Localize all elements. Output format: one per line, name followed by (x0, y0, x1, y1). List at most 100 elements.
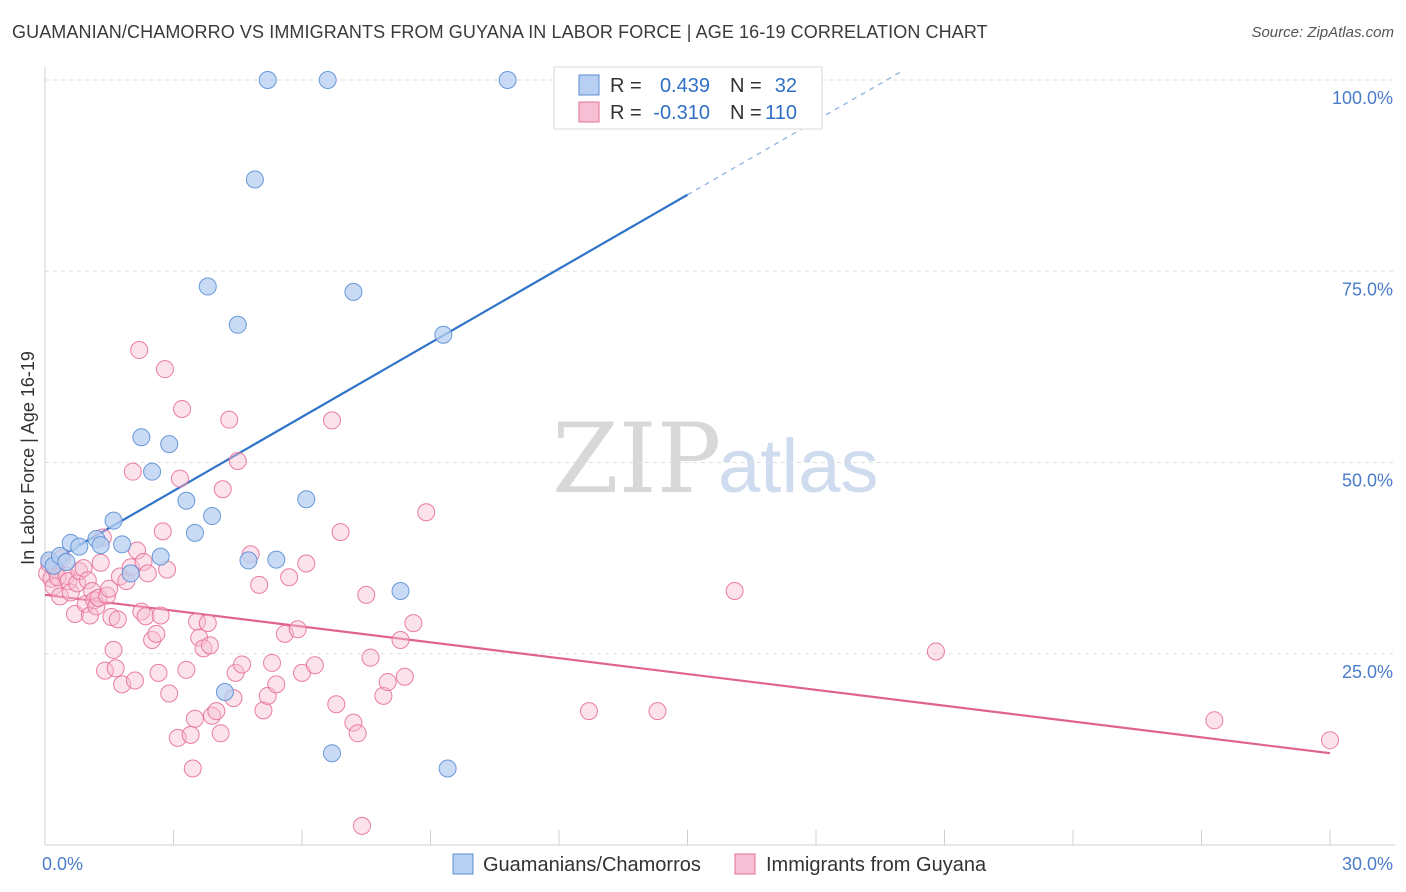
point-guamanian-17 (198, 277, 217, 296)
point-guamanian-9 (113, 535, 132, 554)
legend-label-guamanians: Guamanians/Chamorros (483, 854, 701, 876)
point-guyana-40 (134, 552, 153, 571)
point-guamanian-23 (258, 71, 277, 89)
point-guyana-24 (95, 661, 114, 680)
point-guyana-80 (288, 620, 307, 639)
point-guyana-103 (1321, 731, 1339, 750)
point-guamanian-15 (177, 491, 196, 510)
point-guyana-70 (228, 451, 247, 470)
point-guyana-85 (327, 695, 346, 714)
y-tick-label-0: 25.0% (1342, 662, 1393, 682)
legend-swatch-guamanians (452, 853, 474, 875)
point-guyana-89 (352, 816, 371, 835)
point-guyana-6 (50, 587, 69, 606)
point-guamanian-3 (57, 552, 76, 571)
point-guyana-28 (104, 640, 123, 659)
point-guyana-30 (108, 610, 127, 629)
point-guyana-96 (404, 614, 423, 633)
point-guyana-42 (138, 564, 157, 583)
point-guyana-79 (280, 568, 299, 587)
chart-title: GUAMANIAN/CHAMORRO VS IMMIGRANTS FROM GU… (12, 22, 988, 42)
point-guyana-90 (357, 585, 376, 604)
point-guamanian-29 (391, 582, 410, 601)
point-guamanian-21 (239, 551, 258, 570)
point-guyana-67 (220, 410, 239, 429)
point-guyana-92 (374, 686, 393, 705)
point-guyana-52 (170, 469, 189, 488)
point-guyana-56 (183, 759, 202, 778)
point-guamanian-19 (215, 683, 234, 701)
point-guamanian-28 (344, 282, 363, 301)
point-guyana-14 (74, 559, 93, 578)
point-guyana-95 (395, 667, 414, 686)
stats-legend: R = 0.439 N = 32 R = -0.310 N = 110 (553, 66, 823, 130)
point-guyana-74 (254, 701, 273, 720)
point-guyana-45 (149, 663, 168, 682)
point-guyana-82 (297, 554, 316, 573)
point-guamanian-22 (245, 170, 264, 189)
point-guyana-10 (61, 583, 80, 602)
y-tick-label-2: 75.0% (1342, 279, 1393, 299)
point-guyana-22 (91, 553, 110, 572)
legend-swatch-guyana (734, 853, 756, 875)
point-guyana-57 (185, 709, 204, 728)
x-tick-labels: 0.0% 30.0% (42, 854, 1393, 874)
point-guamanian-32 (498, 71, 517, 89)
point-guyana-102 (1205, 711, 1224, 730)
point-guamanian-14 (160, 435, 179, 454)
point-guamanian-20 (228, 315, 247, 334)
point-guyana-59 (190, 628, 209, 647)
point-guamanian-8 (104, 511, 123, 530)
point-guamanian-11 (132, 428, 151, 447)
point-guyana-64 (207, 702, 226, 721)
point-guyana-86 (331, 523, 350, 542)
point-guyana-83 (305, 656, 324, 675)
point-guyana-99 (648, 702, 667, 721)
trend-line-guamanians (44, 193, 689, 566)
y-tick-label-1: 50.0% (1342, 471, 1393, 491)
point-guyana-44 (147, 624, 166, 643)
point-guyana-73 (250, 575, 269, 594)
y-tick-labels: 25.0% 50.0% 75.0% 100.0% (1332, 88, 1393, 682)
watermark: ZIP atlas (552, 403, 879, 515)
trend-line-guyana (44, 593, 1331, 755)
stats-r-label-2: R = (610, 102, 642, 124)
point-guamanian-7 (91, 536, 110, 555)
watermark-atlas: atlas (718, 424, 879, 509)
point-guamanian-30 (434, 325, 453, 344)
stats-swatch-pink (578, 101, 600, 123)
point-guyana-36 (125, 671, 144, 690)
trend-line-guamanians-extension (687, 70, 902, 196)
point-guyana-77 (267, 675, 286, 694)
x-tick-label-0: 0.0% (42, 854, 83, 874)
stats-n-label-1: N = (730, 75, 762, 97)
point-guyana-100 (725, 582, 744, 601)
stats-n-label-2: N = (730, 102, 762, 124)
stats-n-value-1: 32 (775, 75, 797, 97)
point-guamanian-16 (185, 523, 204, 542)
stats-r-value-2: -0.310 (653, 102, 710, 124)
series-legend: Guamanians/Chamorros Immigrants from Guy… (452, 853, 987, 876)
point-guyana-53 (173, 399, 192, 418)
point-guyana-62 (200, 636, 219, 655)
point-guyana-97 (417, 503, 436, 522)
point-guamanian-25 (297, 490, 316, 509)
point-guyana-66 (213, 480, 232, 499)
point-guyana-46 (151, 606, 170, 625)
point-guamanian-31 (438, 759, 457, 778)
point-guyana-50 (160, 684, 179, 703)
stats-n-value-2: 110 (765, 102, 797, 124)
point-guamanian-24 (267, 550, 286, 569)
y-tick-label-3: 100.0% (1332, 88, 1393, 108)
point-guamanian-12 (143, 462, 162, 481)
point-guyana-47 (153, 522, 172, 541)
point-guamanian-26 (318, 71, 337, 89)
trend-lines (44, 70, 1331, 755)
point-guyana-94 (391, 630, 410, 649)
point-guyana-93 (378, 673, 397, 692)
point-guyana-55 (181, 725, 200, 744)
point-guamanian-13 (151, 547, 170, 566)
point-guyana-61 (198, 614, 217, 633)
stats-swatch-blue (578, 74, 600, 96)
